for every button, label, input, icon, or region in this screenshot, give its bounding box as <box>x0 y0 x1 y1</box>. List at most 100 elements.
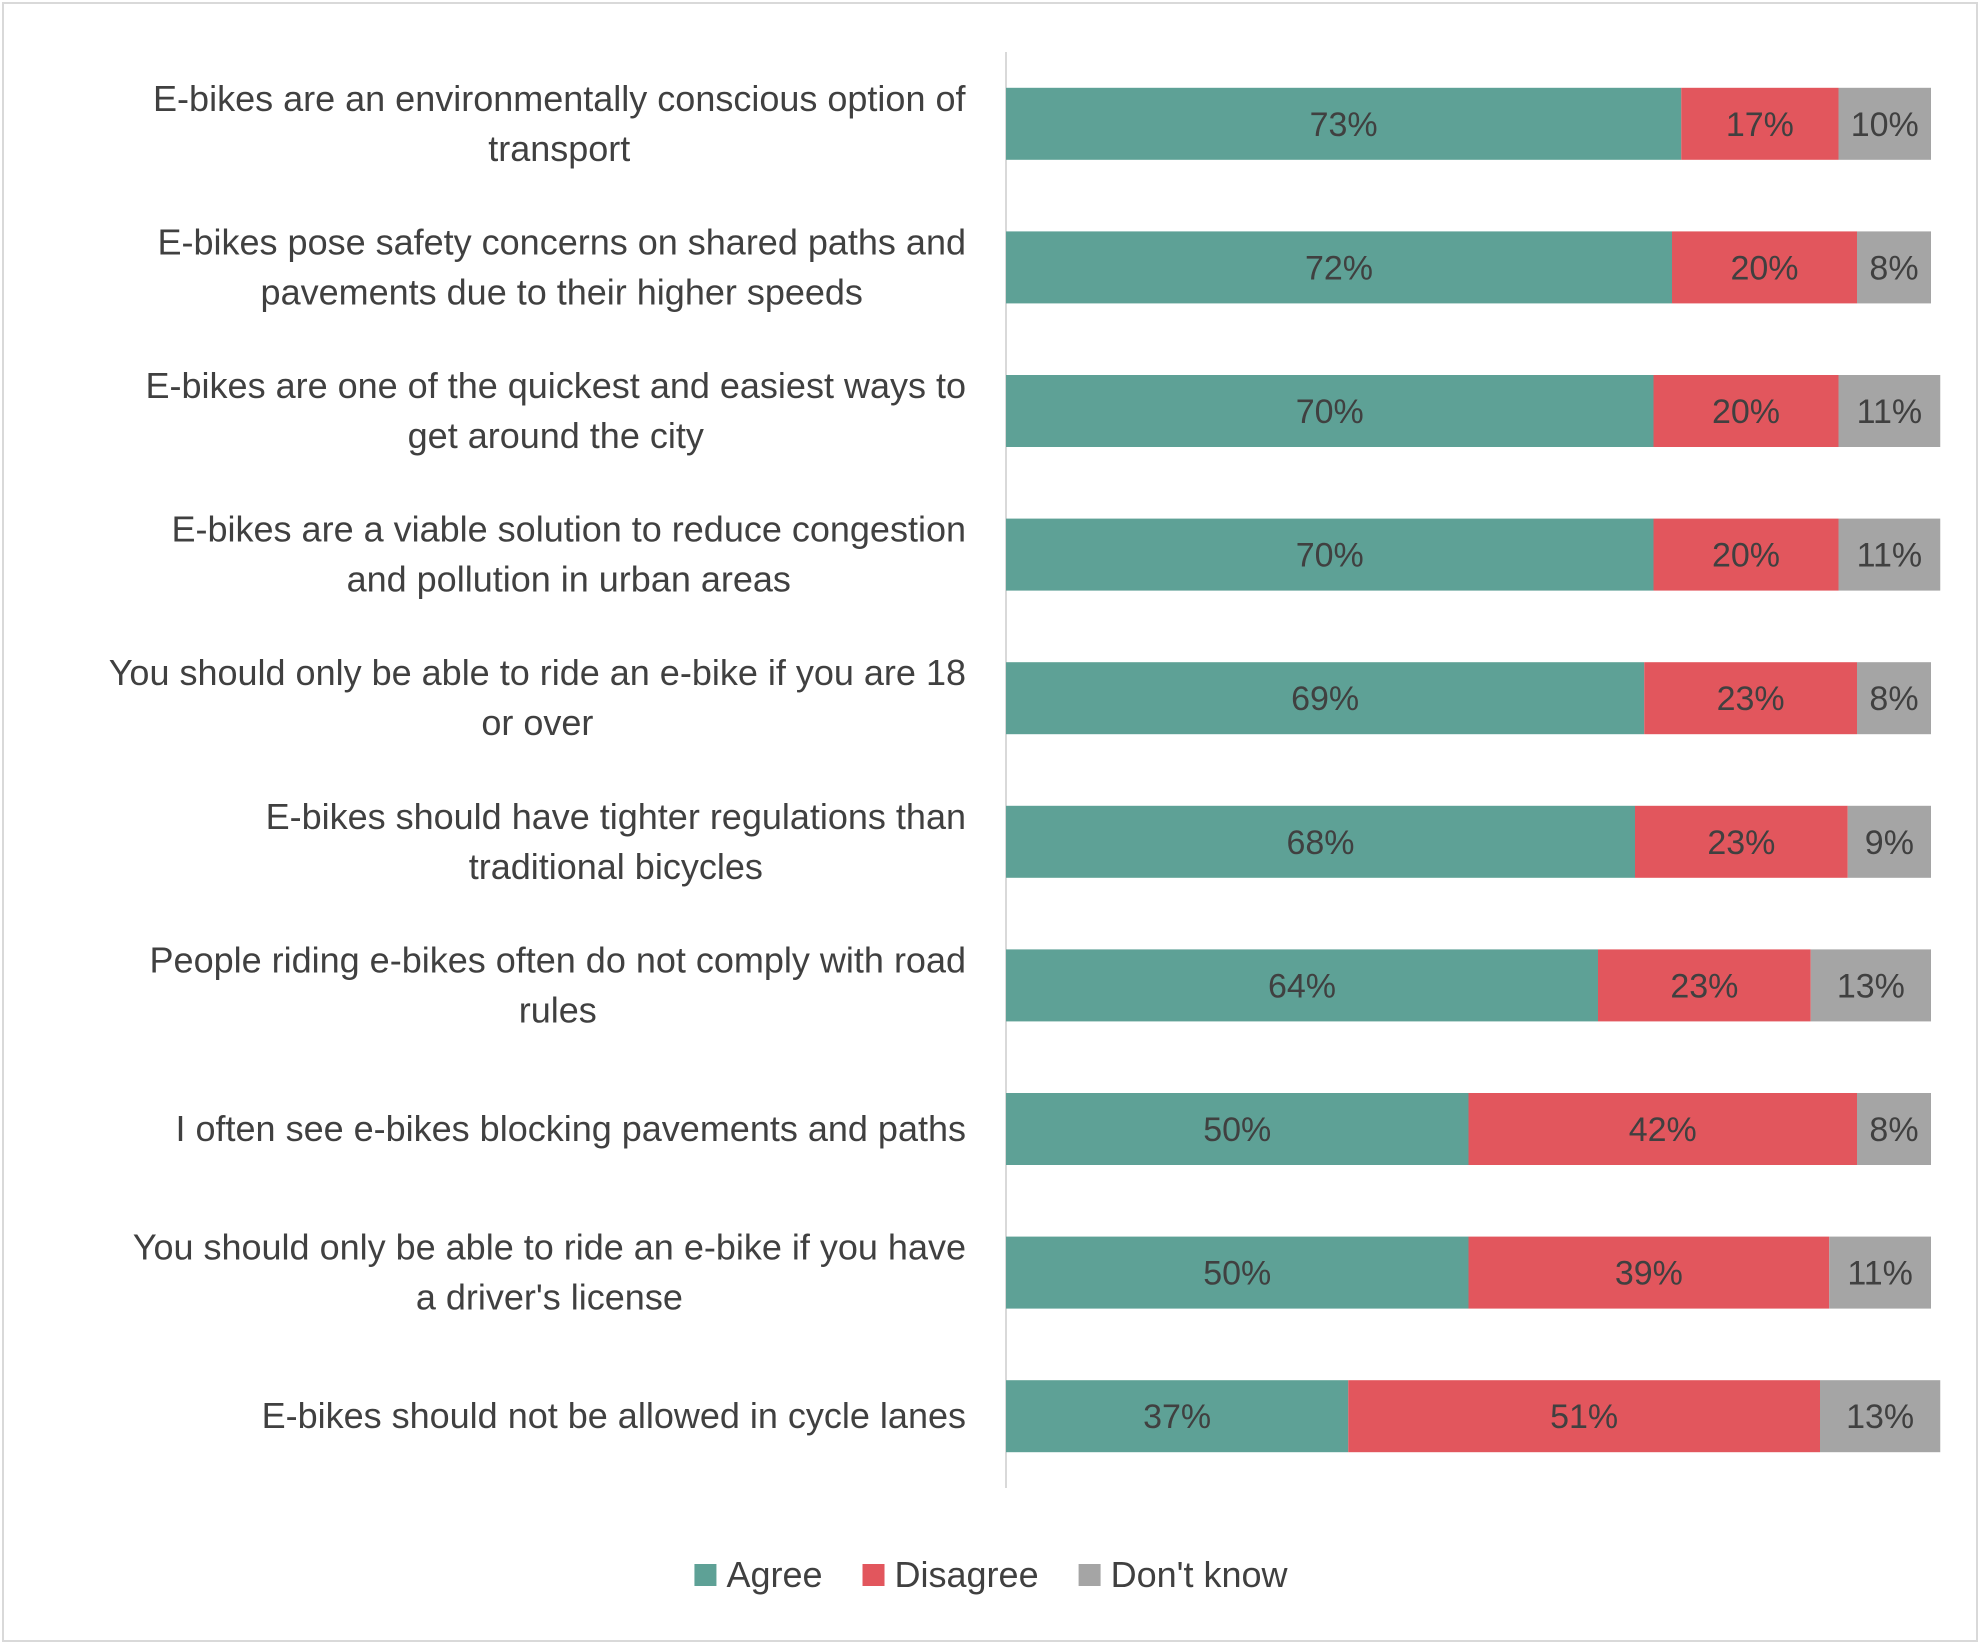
bar-segment-disagree <box>1653 375 1839 447</box>
bar-segment-disagree <box>1468 1093 1857 1165</box>
legend-item-don-t-know: Don't know <box>1078 1554 1289 1595</box>
category-label-line: You should only be able to ride an e-bik… <box>109 652 966 693</box>
bar-segment-disagree <box>1348 1380 1820 1453</box>
category-label: E-bikes should have tighter regulations … <box>266 796 966 887</box>
category-label-line: E-bikes should not be allowed in cycle l… <box>262 1395 966 1436</box>
data-label: 11% <box>1857 537 1923 575</box>
bar-segment-agree <box>1006 518 1654 591</box>
category-label-line: E-bikes are one of the quickest and easi… <box>146 365 966 406</box>
bar-segment-agree <box>1006 231 1672 304</box>
bar-segment-disagree <box>1598 949 1811 1022</box>
data-label: 23% <box>1707 824 1775 862</box>
data-label: 9% <box>1865 824 1914 862</box>
category-label-line: E-bikes pose safety concerns on shared p… <box>158 221 967 262</box>
category-label-line: E-bikes are a viable solution to reduce … <box>172 509 966 550</box>
data-label: 68% <box>1286 824 1354 862</box>
legend-swatch <box>694 1564 717 1586</box>
data-label: 70% <box>1296 537 1364 575</box>
bar-segment-agree <box>1006 805 1635 878</box>
bar-segment-don-t-know <box>1838 518 1941 591</box>
data-label: 20% <box>1730 249 1798 287</box>
category-label-line: get around the city <box>408 415 704 456</box>
data-label: 8% <box>1869 249 1918 287</box>
data-label: 10% <box>1851 106 1919 144</box>
bar-segment-agree <box>1006 87 1682 160</box>
data-label: 20% <box>1712 537 1780 575</box>
bar-segment-don-t-know <box>1829 1236 1931 1309</box>
bar-segment-disagree <box>1653 518 1839 591</box>
data-label: 8% <box>1869 1111 1918 1149</box>
data-label: 69% <box>1291 680 1359 718</box>
bar-segment-disagree <box>1635 805 1848 878</box>
category-label-line: transport <box>488 128 630 169</box>
category-label: E-bikes are one of the quickest and easi… <box>146 365 966 456</box>
legend-label: Agree <box>726 1554 822 1595</box>
category-label: E-bikes are a viable solution to reduce … <box>172 509 966 600</box>
bar-segment-disagree <box>1468 1236 1830 1309</box>
category-label: You should only be able to ride an e-bik… <box>133 1227 966 1318</box>
legend-label: Don't know <box>1111 1554 1289 1595</box>
data-label: 17% <box>1726 106 1794 144</box>
bar-segment-don-t-know <box>1810 949 1931 1022</box>
data-label: 13% <box>1837 967 1905 1005</box>
category-label: E-bikes are an environmentally conscious… <box>153 78 966 169</box>
category-label: E-bikes pose safety concerns on shared p… <box>158 221 967 312</box>
bar-segment-agree <box>1006 662 1645 735</box>
category-label-line: traditional bicycles <box>469 846 763 887</box>
data-label: 20% <box>1712 393 1780 431</box>
category-label: E-bikes should not be allowed in cycle l… <box>262 1395 966 1436</box>
category-label-line: You should only be able to ride an e-bik… <box>133 1227 966 1268</box>
bar-area: 73% 17% 10% 72% 20% 8% 70% 20% 11% 70% 20% 11% 69% 23… <box>1006 87 1941 1453</box>
bar-segment-agree <box>1006 1380 1349 1453</box>
bar-segment-disagree <box>1672 231 1857 304</box>
data-label: 11% <box>1857 393 1923 431</box>
data-label: 64% <box>1268 967 1336 1005</box>
bar-segment-don-t-know <box>1847 805 1931 878</box>
category-label: I often see e-bikes blocking pavements a… <box>176 1108 967 1149</box>
data-label: 23% <box>1717 680 1785 718</box>
data-label: 39% <box>1615 1255 1683 1293</box>
legend-label: Disagree <box>895 1554 1039 1595</box>
legend-item-disagree: Disagree <box>862 1554 1039 1595</box>
category-label-line: People riding e-bikes often do not compl… <box>150 939 966 980</box>
data-label: 13% <box>1846 1398 1914 1436</box>
category-label-line: pavements due to their higher speeds <box>261 271 863 312</box>
bar-segment-don-t-know <box>1857 1093 1931 1165</box>
bar-segment-agree <box>1006 949 1598 1022</box>
bar-segment-don-t-know <box>1820 1380 1941 1453</box>
bar-segment-don-t-know <box>1838 375 1941 447</box>
category-label: People riding e-bikes often do not compl… <box>150 939 966 1030</box>
legend-item-agree: Agree <box>694 1554 823 1595</box>
data-label: 37% <box>1143 1398 1211 1436</box>
category-label-line: rules <box>519 989 597 1030</box>
bar-segment-don-t-know <box>1857 662 1931 735</box>
category-label-line: or over <box>481 702 593 743</box>
data-label: 42% <box>1629 1111 1697 1149</box>
bar-segment-disagree <box>1644 662 1857 735</box>
bar-segment-agree <box>1006 1236 1469 1309</box>
legend: Agree Disagree Don't know <box>694 1554 1289 1595</box>
data-label: 8% <box>1869 680 1918 718</box>
bar-segment-don-t-know <box>1857 231 1931 304</box>
data-label: 72% <box>1305 249 1373 287</box>
data-label: 70% <box>1296 393 1364 431</box>
bar-segment-don-t-know <box>1838 87 1931 160</box>
category-label: You should only be able to ride an e-bik… <box>109 652 966 743</box>
data-label: 11% <box>1847 1255 1913 1293</box>
category-label-line: I often see e-bikes blocking pavements a… <box>176 1108 967 1149</box>
data-label: 23% <box>1670 967 1738 1005</box>
category-label-line: E-bikes are an environmentally conscious… <box>153 78 966 119</box>
bar-segment-agree <box>1006 1093 1469 1165</box>
data-label: 73% <box>1310 106 1378 144</box>
data-label: 51% <box>1550 1398 1618 1436</box>
bar-segment-disagree <box>1681 87 1839 160</box>
category-label-line: and pollution in urban areas <box>347 559 791 600</box>
category-labels: E-bikes are an environmentally conscious… <box>109 78 967 1436</box>
legend-swatch <box>862 1564 885 1586</box>
category-label-line: E-bikes should have tighter regulations … <box>266 796 966 837</box>
data-label: 50% <box>1203 1255 1271 1293</box>
category-label-line: a driver's license <box>416 1277 683 1318</box>
legend-swatch <box>1078 1564 1101 1586</box>
data-label: 50% <box>1203 1111 1271 1149</box>
